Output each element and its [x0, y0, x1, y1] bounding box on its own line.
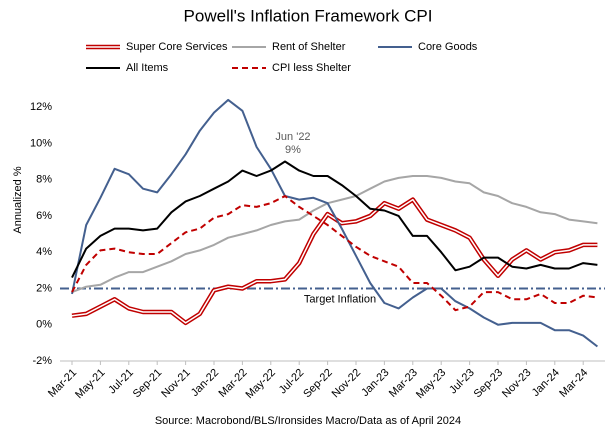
y-tick-label: 8%: [36, 174, 52, 186]
legend-label: Core Goods: [418, 41, 478, 53]
x-tick-label: Sep-21: [131, 367, 165, 401]
y-tick-label: 12%: [30, 101, 52, 113]
y-axis-label: Annualized %: [12, 166, 24, 233]
x-tick-label: Nov-23: [500, 367, 534, 401]
y-tick-label: 0%: [36, 319, 52, 331]
legend-label: CPI less Shelter: [272, 62, 351, 74]
y-tick-label: 2%: [36, 282, 52, 294]
legend-label: Rent of Shelter: [272, 41, 346, 53]
x-tick-label: Nov-21: [159, 367, 193, 401]
x-tick-label: May-21: [73, 367, 107, 401]
legend-label: All Items: [126, 62, 169, 74]
y-tick-label: 6%: [36, 210, 52, 222]
legend: Super Core Services Rent of Shelter Core G…: [86, 41, 478, 74]
y-tick-label: 10%: [30, 137, 52, 149]
x-tick-label: Sep-22: [301, 367, 335, 401]
x-tick-label: Nov-22: [330, 367, 364, 401]
y-tick-label: 4%: [36, 246, 52, 258]
x-tick-label: Mar-24: [557, 367, 590, 400]
x-tick-label: May-22: [244, 367, 278, 401]
series-line: [71, 195, 598, 312]
series-line: [71, 160, 598, 279]
x-tick-label: Jan-22: [189, 367, 221, 399]
x-tick-label: May-23: [414, 367, 448, 401]
annotation: Jun '22: [275, 131, 310, 143]
legend-label: Super Core Services: [126, 41, 228, 53]
source: Source: Macrobond/BLS/Ironsides Macro/Da…: [155, 415, 461, 427]
series-line: [71, 98, 599, 348]
reference-label: Target Inflation: [304, 293, 376, 305]
y-tick-label: -2%: [32, 355, 52, 367]
series-line-inner: [71, 198, 598, 324]
x-tick-label: Jan-23: [359, 367, 391, 399]
x-tick-label: Sep-23: [472, 367, 506, 401]
x-tick-label: Jan-24: [530, 367, 562, 399]
chart-title: Powell's Inflation Framework CPI: [184, 6, 433, 25]
series-line: [71, 175, 598, 294]
annotation: 9%: [285, 144, 301, 156]
